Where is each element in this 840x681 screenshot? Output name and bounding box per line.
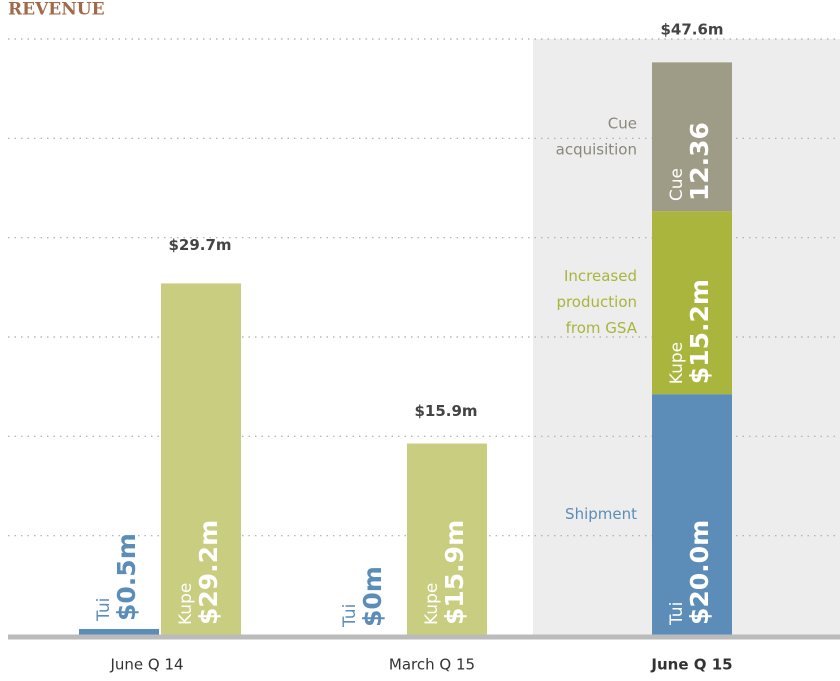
series-name: Kupe: [667, 342, 687, 384]
annotation: Cue: [608, 114, 637, 132]
series-name: Tui: [94, 598, 114, 622]
bar: [652, 394, 732, 635]
bar: [652, 211, 732, 395]
annotation: Increased: [564, 267, 637, 285]
bar-label: Tui$0m: [340, 566, 387, 628]
total-label: $29.7m: [168, 236, 231, 254]
bar-label: Kupe$15.2m: [667, 279, 714, 384]
chart-title: REVENUE: [8, 0, 105, 20]
series-name: Kupe: [176, 583, 196, 625]
bar: [161, 283, 241, 635]
bar-label: Tui$20.0m: [667, 520, 714, 626]
value-label: $15.9m: [440, 520, 469, 625]
bar-label: Kupe$15.9m: [422, 520, 469, 625]
annotation: production: [556, 293, 637, 311]
series-name: Kupe: [422, 583, 442, 625]
bar: [79, 628, 159, 635]
total-label: $47.6m: [660, 20, 723, 38]
bar-label: Kupe$29.2m: [176, 520, 223, 625]
total-label: $15.9m: [414, 402, 477, 420]
annotation: from GSA: [566, 319, 638, 337]
value-label: $20.0m: [685, 520, 714, 625]
x-tick-label: March Q 15: [389, 656, 475, 674]
value-label: $0m: [358, 566, 387, 627]
x-tick-label: June Q 15: [650, 656, 732, 674]
series-name: Cue: [667, 168, 687, 201]
bar: [407, 443, 487, 635]
annotation: Shipment: [565, 505, 637, 523]
series-name: Tui: [340, 604, 360, 628]
series-name: Tui: [667, 602, 687, 626]
value-label: 12.36: [685, 122, 714, 201]
bar-label: Tui$0.5m: [94, 533, 141, 622]
value-label: $15.2m: [685, 279, 714, 384]
bar: [652, 62, 732, 212]
value-label: $0.5m: [112, 533, 141, 621]
annotation: acquisition: [556, 140, 637, 158]
x-tick-label: June Q 14: [109, 656, 183, 674]
value-label: $29.2m: [194, 520, 223, 625]
